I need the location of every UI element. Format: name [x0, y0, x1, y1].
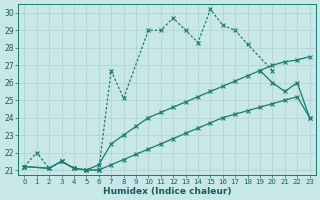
X-axis label: Humidex (Indice chaleur): Humidex (Indice chaleur)	[103, 187, 231, 196]
